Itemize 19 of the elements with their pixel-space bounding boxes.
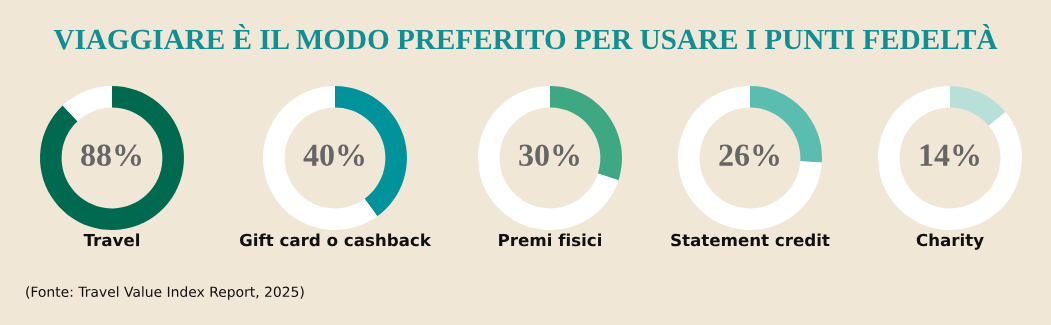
- text: Charity: [916, 233, 984, 250]
- donut-slice: [950, 86, 1006, 126]
- donut-slice: [40, 86, 184, 230]
- text: 30%: [519, 144, 579, 167]
- donut-slice: [478, 86, 619, 230]
- text: 14%: [920, 144, 979, 167]
- donut-slice: [263, 86, 378, 230]
- text: Gift card o cashback: [239, 233, 432, 247]
- text: (Fonte: Travel Value Index Report, 2025): [26, 286, 304, 300]
- text: Travel: [83, 233, 140, 247]
- text: Statement credit: [671, 233, 830, 247]
- donut-slice: [878, 86, 1022, 230]
- donut-slice: [678, 86, 822, 230]
- text: Premi fisici: [499, 233, 601, 247]
- text: 26%: [719, 144, 779, 167]
- text: 88%: [81, 144, 141, 167]
- donut-slice: [62, 86, 112, 122]
- text: VIAGGIARE È IL MODO PREFERITO PER USARE I PUNTI FEDELTÀ: [53, 24, 998, 50]
- text: 40%: [303, 144, 364, 167]
